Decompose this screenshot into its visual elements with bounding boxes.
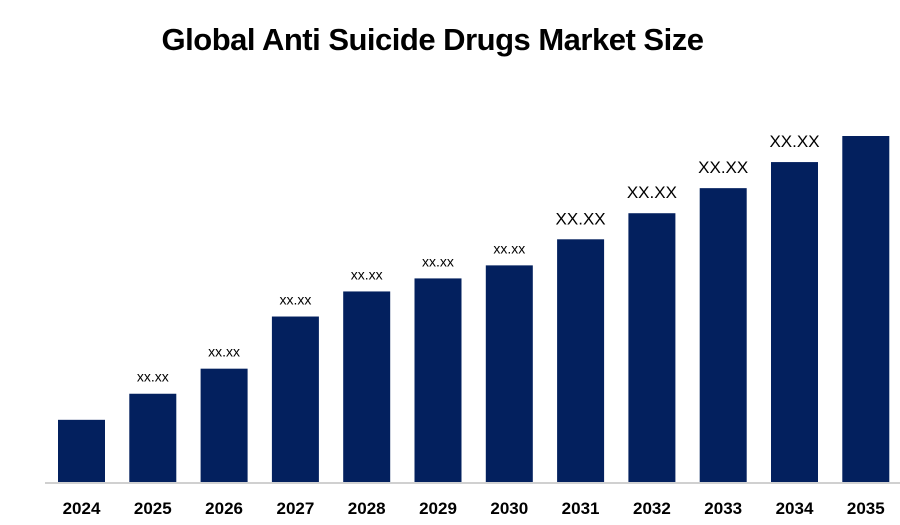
x-tick-label: 2026 — [205, 499, 243, 518]
bar-2033 — [699, 188, 747, 482]
bar-2030 — [485, 265, 533, 482]
bar-2035 — [842, 136, 890, 482]
data-label: xx.xx — [422, 253, 454, 269]
x-tick-label: 2028 — [348, 499, 386, 518]
x-tick-label: 2029 — [419, 499, 457, 518]
bar-2026 — [200, 368, 248, 482]
x-tick-label: 2027 — [276, 499, 314, 518]
x-tick-label: 2033 — [704, 499, 742, 518]
x-tick-label: 2034 — [776, 499, 814, 518]
bar-2027 — [271, 316, 319, 482]
data-label: xx.xx — [208, 344, 240, 360]
x-tick-label: 2031 — [562, 499, 600, 518]
data-label: XX.XX — [769, 132, 819, 151]
chart-title: Global Anti Suicide Drugs Market Size — [161, 22, 704, 57]
x-tick-label: 2024 — [63, 499, 101, 518]
data-label: xx.xx — [279, 292, 311, 308]
x-tick-label: 2032 — [633, 499, 671, 518]
x-tick-label: 2030 — [490, 499, 528, 518]
data-label: XX.XX — [698, 158, 748, 177]
bar-2025 — [129, 393, 177, 482]
bar-2028 — [343, 291, 391, 482]
data-label: xx.xx — [351, 266, 383, 282]
x-tick-label: 2025 — [134, 499, 172, 518]
data-label: XX.XX — [556, 209, 606, 228]
bar-2032 — [628, 213, 676, 482]
data-label: xx.xx — [137, 369, 169, 385]
bar-2029 — [414, 278, 462, 482]
data-label: XX.XX — [627, 183, 677, 202]
x-tick-label: 2035 — [847, 499, 885, 518]
data-label: xx.xx — [493, 240, 525, 256]
bar-2024 — [58, 419, 105, 482]
bar-2031 — [557, 239, 605, 482]
bar-2034 — [771, 162, 818, 482]
